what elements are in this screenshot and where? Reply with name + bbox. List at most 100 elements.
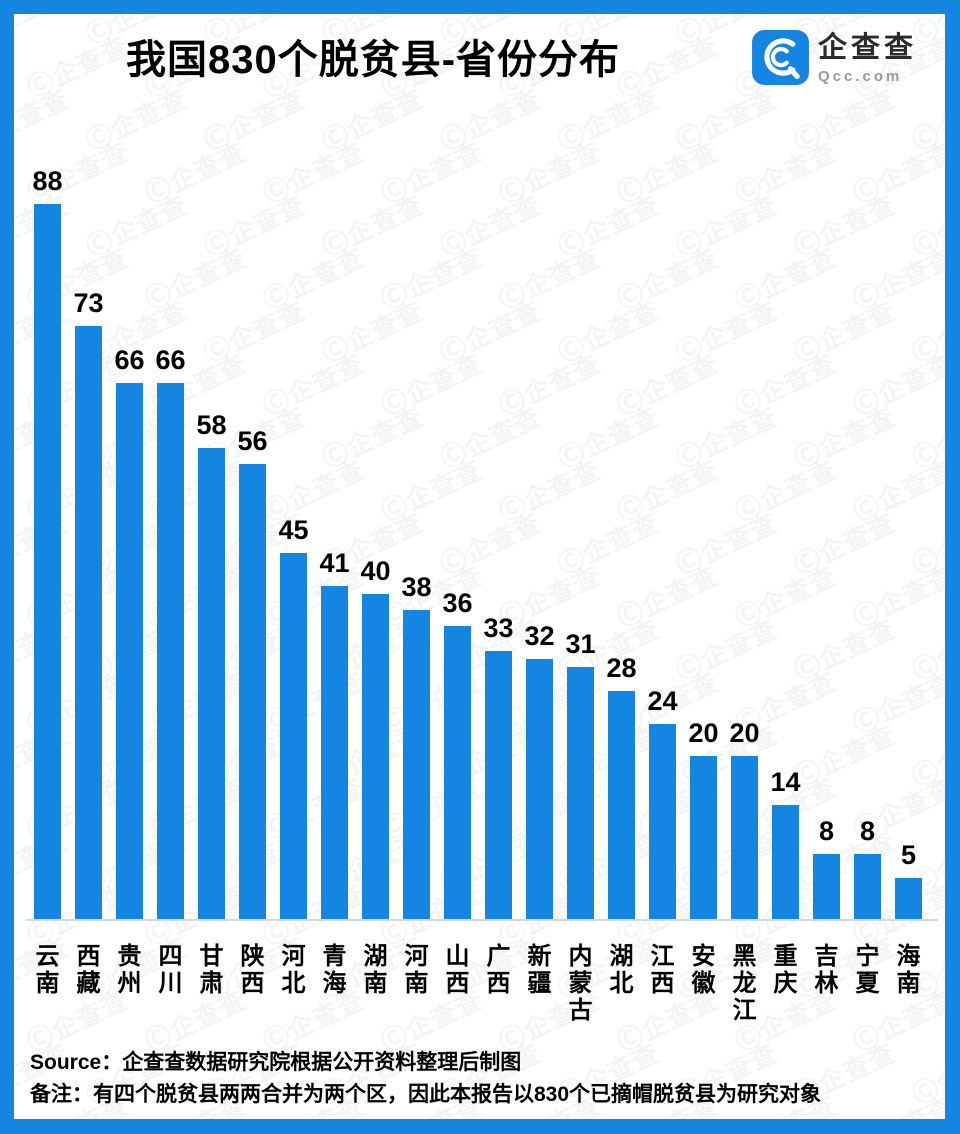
x-axis-label: 云 南 xyxy=(35,943,60,997)
bar-slot: 45 xyxy=(273,164,314,919)
bar-chart: 88 73 66 66 58 56 45 41 40 38 36 33 32 31 28 24 20 20 14 8 8… xyxy=(14,164,945,1024)
bar-value-label: 45 xyxy=(278,515,309,545)
header: 我国830个脱贫县-省份分布 企查查 Qcc.com xyxy=(14,14,945,134)
bar xyxy=(854,854,881,919)
bar xyxy=(772,805,799,919)
bar xyxy=(690,756,717,919)
x-axis-label: 山 西 xyxy=(445,943,470,997)
bar-value-label: 5 xyxy=(900,840,917,870)
chart-canvas: Ⓒ企查查 Ⓒ企查查 Ⓒ企查查 Ⓒ企查查 Ⓒ企查查 Ⓒ企查查 Ⓒ企查查 Ⓒ企查查 Ⓒ企查查 Ⓒ企查查… xyxy=(14,14,945,1119)
bar xyxy=(321,586,348,919)
bar-value-label: 31 xyxy=(565,629,596,659)
bar-value-label: 56 xyxy=(237,426,268,456)
x-axis-label: 江 西 xyxy=(650,943,675,997)
bar-value-label: 24 xyxy=(647,686,678,716)
bar-value-label: 14 xyxy=(770,767,801,797)
bar-slot: 8 xyxy=(806,164,847,919)
bar xyxy=(239,464,266,919)
bar-value-label: 8 xyxy=(818,816,835,846)
bar-slot: 88 xyxy=(27,164,68,919)
x-axis-label: 安 徽 xyxy=(691,943,716,997)
bar xyxy=(526,659,553,919)
bar-slot: 28 xyxy=(601,164,642,919)
x-axis-label: 吉 林 xyxy=(814,943,839,997)
bar-slot: 58 xyxy=(191,164,232,919)
x-axis-label: 广 西 xyxy=(486,943,511,997)
page-title: 我国830个脱贫县-省份分布 xyxy=(126,38,621,82)
bar-slot: 66 xyxy=(109,164,150,919)
bar-value-label: 20 xyxy=(688,718,719,748)
bar-value-label: 88 xyxy=(32,166,63,196)
x-axis-label: 黑 龙 江 xyxy=(732,943,757,1024)
bar-value-label: 40 xyxy=(360,556,391,586)
bar xyxy=(280,553,307,919)
x-axis-label: 青 海 xyxy=(322,943,347,997)
bar xyxy=(567,667,594,919)
x-axis-labels: 云 南西 藏贵 州四 川甘 肃陕 西河 北青 海湖 南河 南山 西广 西新 疆内… xyxy=(27,943,929,1024)
bar-value-label: 28 xyxy=(606,653,637,683)
bar-slot: 20 xyxy=(724,164,765,919)
bar xyxy=(362,594,389,919)
x-axis-line xyxy=(26,919,938,921)
logo-brand-name: 企查查 xyxy=(817,32,917,64)
footer: Source：企查查数据研究院根据公开资料整理后制图 备注：有四个脱贫县两两合并… xyxy=(30,1047,935,1111)
bar xyxy=(608,691,635,919)
bar-slot: 32 xyxy=(519,164,560,919)
bar-slot: 73 xyxy=(68,164,109,919)
x-axis-label: 宁 夏 xyxy=(855,943,880,997)
x-axis-label: 贵 州 xyxy=(117,943,142,997)
qcc-logo: 企查查 Qcc.com xyxy=(752,30,917,85)
logo-domain: Qcc.com xyxy=(817,68,903,86)
bar-value-label: 66 xyxy=(155,345,186,375)
x-axis-label: 陕 西 xyxy=(240,943,265,997)
bar-value-label: 73 xyxy=(73,288,104,318)
x-axis-label: 重 庆 xyxy=(773,943,798,997)
bar-slot: 31 xyxy=(560,164,601,919)
bar-slot: 24 xyxy=(642,164,683,919)
x-axis-label: 湖 北 xyxy=(609,943,634,997)
bar-slot: 66 xyxy=(150,164,191,919)
qcc-logo-icon xyxy=(752,30,809,85)
x-axis-label: 海 南 xyxy=(896,943,921,997)
bar-slot: 14 xyxy=(765,164,806,919)
x-axis-label: 内 蒙 古 xyxy=(568,943,593,1024)
bar xyxy=(116,383,143,919)
bar-slot: 8 xyxy=(847,164,888,919)
bar xyxy=(731,756,758,919)
bar-value-label: 8 xyxy=(859,816,876,846)
bar xyxy=(895,878,922,919)
bar-value-label: 36 xyxy=(442,588,473,618)
bar-slot: 33 xyxy=(478,164,519,919)
bar xyxy=(649,724,676,919)
bar xyxy=(813,854,840,919)
logo-text: 企查查 Qcc.com xyxy=(818,30,917,85)
bar-value-label: 20 xyxy=(729,718,760,748)
bar xyxy=(157,383,184,919)
bar xyxy=(75,326,102,919)
note-line: 备注：有四个脱贫县两两合并为两个区，因此本报告以830个已摘帽脱贫县为研究对象 xyxy=(30,1083,822,1106)
bar-slot: 20 xyxy=(683,164,724,919)
bar-value-label: 58 xyxy=(196,410,227,440)
bar-value-label: 38 xyxy=(401,572,432,602)
x-axis-label: 湖 南 xyxy=(363,943,388,997)
bar xyxy=(485,651,512,919)
x-axis-label: 西 藏 xyxy=(76,943,101,997)
x-axis-label: 四 川 xyxy=(158,943,183,997)
x-axis-label: 新 疆 xyxy=(527,943,552,997)
x-axis-label: 河 北 xyxy=(281,943,306,997)
bar-slot: 38 xyxy=(396,164,437,919)
x-axis-label: 甘 肃 xyxy=(199,943,224,997)
bar xyxy=(198,448,225,919)
bar xyxy=(403,610,430,919)
source-line: Source：企查查数据研究院根据公开资料整理后制图 xyxy=(30,1051,522,1074)
bar-slot: 40 xyxy=(355,164,396,919)
bar-value-label: 41 xyxy=(319,548,350,578)
bar xyxy=(34,204,61,919)
x-axis-label: 河 南 xyxy=(404,943,429,997)
bar-slot: 36 xyxy=(437,164,478,919)
bar-value-label: 32 xyxy=(524,621,555,651)
bar-slot: 56 xyxy=(232,164,273,919)
bars-area: 88 73 66 66 58 56 45 41 40 38 36 33 32 31 28 24 20 20 14 8 8… xyxy=(27,164,929,919)
bar-slot: 5 xyxy=(888,164,929,919)
